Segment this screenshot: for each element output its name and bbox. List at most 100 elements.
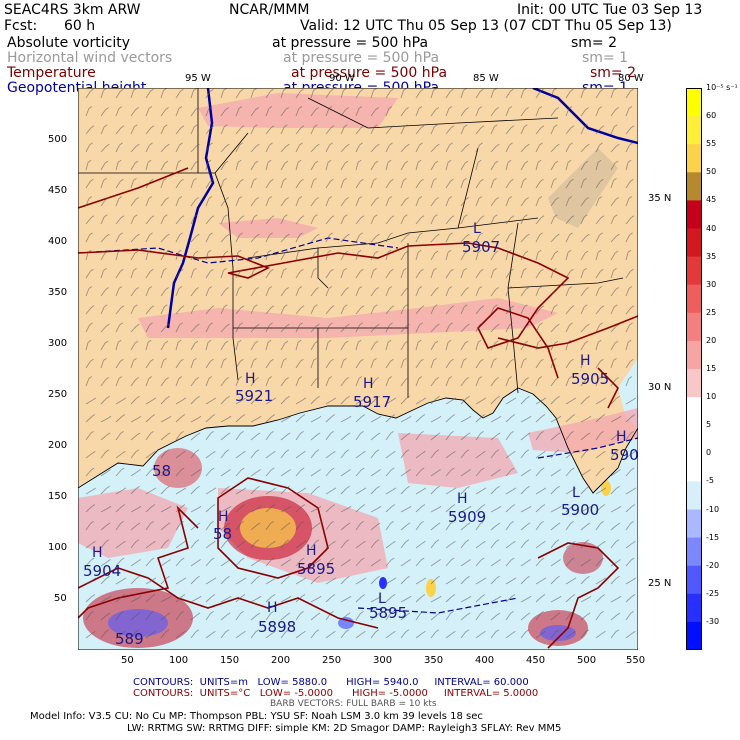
wind-barb-flag: [390, 431, 394, 434]
height-value-5895: 5895: [297, 560, 336, 578]
wind-barb-flag: [360, 178, 364, 182]
model-title: SEAC4RS 3km ARW: [4, 2, 141, 18]
wind-barb: [130, 235, 137, 243]
wind-barb: [160, 180, 164, 189]
wind-barb-flag: [510, 611, 514, 614]
wind-barb-flag: [450, 125, 455, 129]
wind-barb-flag: [344, 160, 349, 164]
wind-barb-flag: [120, 431, 124, 434]
wind-barb: [430, 451, 437, 459]
wind-barb: [205, 288, 210, 297]
x-tick-label: 150: [220, 655, 240, 666]
wind-barb: [535, 399, 544, 405]
wind-barb-flag: [136, 143, 140, 147]
wind-barb: [220, 252, 226, 261]
forecast-label: Fcst:: [4, 18, 38, 34]
wind-barb: [145, 523, 151, 531]
wind-barb-flag: [212, 397, 217, 401]
wind-barb-flag: [270, 268, 274, 272]
wind-barb-flag: [436, 143, 440, 147]
wind-barb-flag: [362, 450, 366, 454]
wind-barb: [205, 181, 211, 189]
wind-barb-flag: [583, 358, 587, 361]
colorbar-swatch: [686, 509, 702, 539]
wind-barb-flag: [254, 304, 258, 308]
wind-barb: [415, 217, 422, 225]
wind-barb-flag: [570, 305, 575, 309]
wind-barb: [490, 145, 497, 153]
wind-barb-flag: [285, 449, 290, 453]
wind-barb: [85, 198, 90, 207]
field-0-level: at pressure = 500 hPa: [272, 35, 429, 51]
wind-barb: [370, 252, 376, 261]
wind-barb: [595, 596, 603, 603]
wind-barb-flag: [253, 178, 257, 181]
wind-barb-flag: [239, 322, 243, 326]
wind-barb: [130, 524, 138, 531]
wind-barb-flag: [256, 143, 260, 147]
wind-barb-flag: [388, 286, 393, 289]
wind-barb: [280, 417, 289, 423]
wind-barb: [445, 361, 451, 369]
wind-barb: [295, 596, 303, 603]
wind-barb-flag: [539, 142, 543, 146]
wind-barb: [415, 469, 422, 477]
wind-barb: [370, 145, 377, 153]
wind-barb: [190, 541, 197, 549]
wind-barb-flag: [601, 594, 606, 597]
wind-barb: [115, 452, 123, 459]
wind-barb-flag: [524, 304, 528, 308]
colorbar-swatch: [686, 284, 702, 314]
wind-barb-flag: [315, 377, 319, 380]
wind-barb: [565, 596, 573, 603]
wind-barb-flag: [270, 611, 274, 614]
wind-barb: [490, 342, 496, 351]
wind-barb: [130, 614, 138, 621]
wind-barb-flag: [182, 487, 187, 491]
wind-barb-flag: [316, 432, 321, 436]
wind-barb: [190, 270, 194, 279]
wind-barb: [520, 145, 527, 153]
colorbar-level-label: 15: [706, 364, 717, 373]
wind-barb-flag: [377, 595, 382, 599]
wind-barb-flag: [223, 268, 227, 271]
wind-barb: [310, 541, 317, 549]
wind-barb-flag: [538, 106, 543, 109]
wind-barb-flag: [554, 340, 559, 344]
wind-barb: [220, 126, 225, 135]
wind-barb: [280, 631, 287, 639]
wind-barb: [550, 325, 557, 333]
wind-barb: [205, 217, 212, 225]
height-value-5909: 5909: [448, 508, 487, 526]
wind-barb-flag: [331, 594, 336, 597]
wind-barb: [610, 360, 614, 369]
wind-barb-flag: [240, 467, 245, 471]
wind-barb: [85, 91, 91, 99]
wind-barb: [535, 361, 541, 369]
wind-barb-flag: [585, 539, 590, 543]
wind-barb: [115, 108, 120, 117]
wind-barb: [550, 524, 558, 531]
wind-barb-flag: [104, 250, 109, 254]
wind-barb: [445, 108, 450, 117]
wind-barb-flag: [526, 522, 531, 526]
wind-barb: [580, 487, 587, 495]
wind-barb: [280, 145, 287, 153]
colorbar-level-label: -20: [706, 560, 720, 570]
wind-barb: [460, 270, 464, 279]
wind-barb: [505, 307, 512, 315]
wind-barb-flag: [526, 432, 531, 436]
wind-barb: [145, 433, 151, 441]
wind-barb-flag: [330, 467, 335, 471]
wind-barb: [430, 216, 435, 225]
wind-barb: [190, 397, 197, 405]
height-label-h-5917: H: [363, 376, 374, 392]
wind-barb: [220, 631, 227, 639]
wind-barb: [610, 289, 617, 297]
wind-barb: [295, 342, 299, 351]
wind-barb-flag: [134, 340, 139, 344]
wind-barb-flag: [496, 522, 501, 526]
wind-barb-flag: [286, 575, 290, 579]
wind-barb: [115, 399, 124, 405]
wind-barb-flag: [407, 469, 411, 472]
